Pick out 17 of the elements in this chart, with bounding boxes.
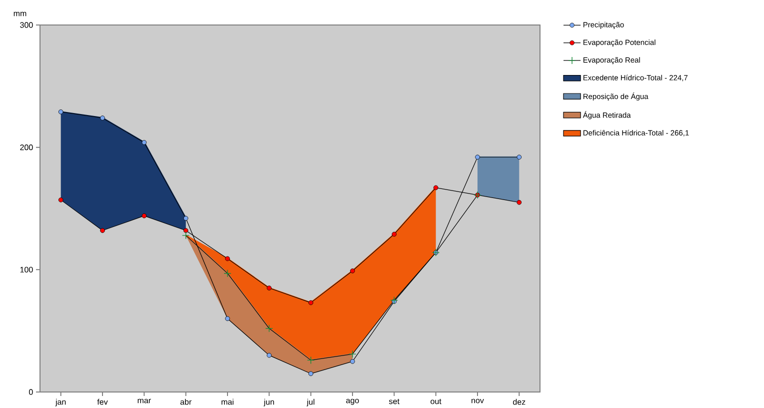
x-tick-label: mar xyxy=(138,398,151,404)
x-tick-label: dez xyxy=(513,398,526,405)
x-tick-label: abr xyxy=(180,398,192,405)
x-tick-label: jan xyxy=(55,398,66,406)
y-axis-title: mm xyxy=(14,12,26,16)
x-tick-label: ago xyxy=(346,398,359,405)
y-tick-label: 0 xyxy=(29,389,33,395)
y-tick-label: 100 xyxy=(20,266,33,272)
x-tick-label: jul xyxy=(306,398,314,406)
y-tick-label: 300 xyxy=(20,22,33,28)
x-tick-label: set xyxy=(389,398,400,404)
x-tick-label: jun xyxy=(264,398,274,406)
y-tick-label: 200 xyxy=(20,144,33,150)
x-tick-label: nov xyxy=(472,398,484,404)
x-tick-label: out xyxy=(430,398,442,404)
x-tick-label: fev xyxy=(97,398,108,405)
x-tick-label: mai xyxy=(222,398,234,405)
